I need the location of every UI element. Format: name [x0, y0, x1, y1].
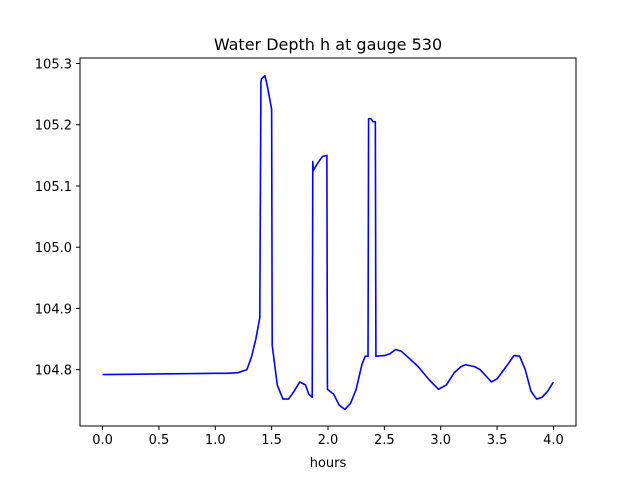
- x-tick-label: 3.5: [487, 433, 508, 448]
- x-tick-label: 0.0: [92, 433, 113, 448]
- x-tick-label: 3.0: [430, 433, 451, 448]
- x-tick-label: 4.0: [543, 433, 564, 448]
- y-tick-label: 104.8: [35, 364, 72, 379]
- plot-area: [102, 74, 555, 411]
- y-tick-label: 105.3: [35, 58, 72, 73]
- y-tick-label: 105.0: [35, 241, 72, 256]
- axes: 0.0 0.5 1.0 1.5 2.0 2.5 3.0 3.5 4.0 104.8 104.9 105…: [35, 57, 577, 448]
- chart-title: Water Depth h at gauge 530: [214, 35, 442, 54]
- y-tick-label: 105.2: [35, 119, 72, 134]
- x-tick-label: 2.0: [318, 433, 339, 448]
- x-tick-label: 1.0: [205, 433, 226, 448]
- x-axis-label: hours: [310, 456, 347, 471]
- y-tick-label: 105.1: [35, 180, 72, 195]
- x-tick-label: 2.5: [374, 433, 395, 448]
- x-tick-label: 0.5: [149, 433, 170, 448]
- y-tick-label: 104.9: [35, 302, 72, 317]
- series-line-0: [102, 74, 555, 411]
- x-tick-label: 1.5: [261, 433, 282, 448]
